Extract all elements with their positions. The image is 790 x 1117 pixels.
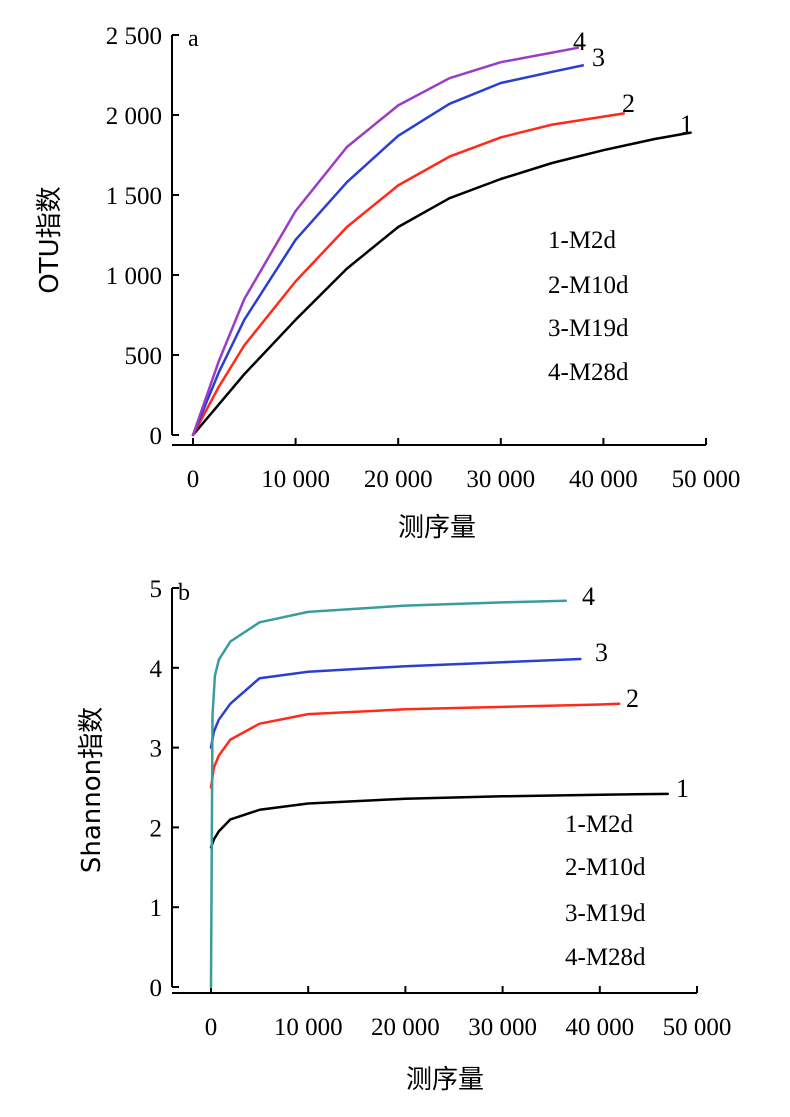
- y-tick-label: 1 000: [106, 263, 162, 290]
- series-line-4: [191, 46, 580, 437]
- x-tick-label: 40 000: [565, 1014, 634, 1041]
- y-tick-label: 1 500: [106, 183, 162, 210]
- y-tick-label: 2 000: [106, 103, 162, 130]
- x-tick-label: 30 000: [466, 466, 535, 493]
- x-tick-label: 20 000: [371, 1014, 440, 1041]
- x-tick-label: 0: [187, 466, 200, 493]
- series-label-3: 3: [595, 638, 608, 667]
- series-label-2: 2: [626, 684, 639, 713]
- legend-entry: 2-M10d: [565, 854, 646, 881]
- series-label-4: 4: [573, 27, 586, 56]
- x-tick-label: 10 000: [274, 1014, 343, 1041]
- x-axis-title: 测序量: [406, 1065, 484, 1095]
- y-axis-title: OTU指数: [35, 186, 65, 293]
- x-tick-label: 40 000: [569, 466, 638, 493]
- y-axis-title: Shannon指数: [77, 707, 107, 873]
- legend-entry: 2-M10d: [548, 272, 629, 299]
- legend-entry: 3-M19d: [565, 900, 646, 927]
- x-tick-label: 10 000: [261, 466, 330, 493]
- otu-rarefaction-chart: 0 500 1 000 1 500 2 000 2 500 0 10 000 20 000 30 …: [35, 23, 741, 543]
- chart-panel-a: 0 500 1 000 1 500 2 000 2 500 0 10 000 20 000 30 …: [35, 23, 741, 543]
- panel-letter: b: [178, 580, 190, 606]
- series-line-2: [209, 702, 621, 789]
- series-line-3: [209, 657, 582, 749]
- y-tick-label: 3: [150, 736, 163, 763]
- legend-entry: 4-M28d: [565, 944, 646, 971]
- y-tick-label: 0: [150, 975, 163, 1002]
- x-tick-label: 20 000: [364, 466, 433, 493]
- x-tick-label: 0: [205, 1014, 218, 1041]
- series-line-1: [191, 131, 692, 437]
- y-tick-label: 500: [125, 343, 163, 370]
- legend-entry: 4-M28d: [548, 359, 629, 386]
- y-tick-label: 0: [150, 423, 163, 450]
- series-line-4: [209, 599, 568, 989]
- series-label-4: 4: [582, 582, 595, 611]
- legend-entry: 3-M19d: [548, 315, 629, 342]
- legend-entry: 1-M2d: [565, 811, 634, 838]
- y-tick-label: 5: [150, 576, 163, 603]
- series-label-2: 2: [622, 89, 635, 118]
- x-tick-label: 30 000: [468, 1014, 537, 1041]
- series-line-1: [209, 792, 670, 849]
- series-label-1: 1: [676, 774, 689, 803]
- x-tick-label: 50 000: [663, 1014, 732, 1041]
- y-tick-label: 1: [150, 895, 163, 922]
- series-label-3: 3: [592, 43, 605, 72]
- y-tick-label: 2 500: [106, 23, 162, 50]
- x-axis-title: 测序量: [398, 513, 476, 543]
- y-tick-label: 4: [150, 656, 163, 683]
- x-tick-label: 50 000: [672, 466, 741, 493]
- panel-letter: a: [188, 26, 199, 52]
- y-tick-label: 2: [150, 815, 163, 842]
- chart-panel-b: 0 1 2 3 4 5 0 10 000 20 000 30 000 40 000 50 000 b Sh…: [0, 560, 790, 1117]
- series-label-1: 1: [680, 110, 693, 139]
- series-line-2: [191, 112, 626, 437]
- series-line-3: [191, 64, 585, 437]
- legend-entry: 1-M2d: [548, 227, 617, 254]
